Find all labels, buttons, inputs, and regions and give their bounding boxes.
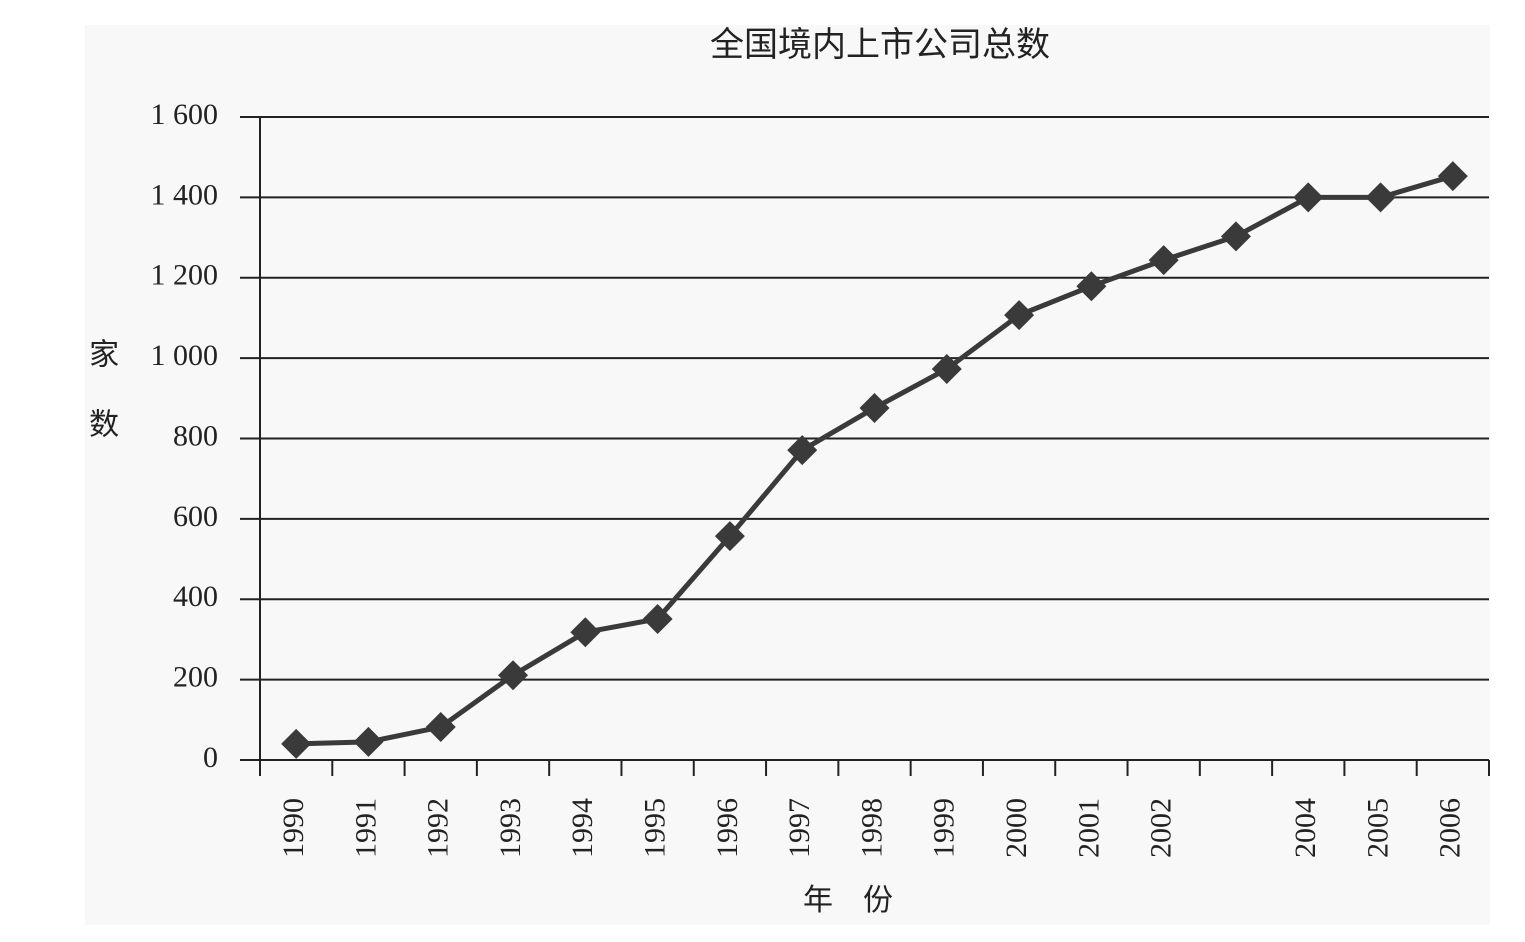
x-tick-label: 1994 [566, 798, 599, 858]
x-tick-label: 1999 [928, 798, 961, 858]
x-tick-label: 1997 [783, 798, 816, 858]
y-tick-label: 400 [173, 580, 218, 613]
y-tick-label: 1 400 [151, 178, 219, 211]
x-tick-label: 1991 [349, 798, 382, 858]
x-tick-label: 2005 [1361, 798, 1394, 858]
marker [931, 353, 962, 384]
marker [425, 712, 456, 743]
y-tick-label: 200 [173, 661, 218, 694]
x-tick-label: 1998 [855, 798, 888, 858]
x-axis-label: 年 份 [803, 884, 893, 917]
marker [498, 660, 529, 691]
y-tick-label: 1 200 [151, 259, 219, 292]
y-tick-label: 600 [173, 500, 218, 533]
marker [787, 435, 818, 466]
marker [1004, 300, 1035, 331]
x-tick-label: 1993 [494, 798, 527, 858]
marker [1148, 245, 1179, 276]
chart-background [85, 25, 1490, 925]
x-tick-label: 2004 [1289, 798, 1322, 858]
x-tick-label: 1990 [277, 798, 310, 858]
x-tick-label: 2006 [1434, 798, 1467, 858]
y-axis-label: 家数 [84, 338, 118, 478]
x-tick-label: 2000 [1000, 798, 1033, 858]
y-tick-label: 1 600 [151, 98, 219, 131]
x-tick-label: 1995 [639, 798, 672, 858]
marker [1437, 161, 1468, 192]
y-tick-label: 1 000 [151, 339, 219, 372]
marker [714, 521, 745, 552]
marker [859, 392, 890, 423]
x-tick-label: 1992 [422, 798, 455, 858]
x-tick-label: 2002 [1145, 798, 1178, 858]
x-tick-label: 1996 [711, 798, 744, 858]
marker [1293, 182, 1324, 213]
marker [353, 726, 384, 757]
marker [642, 603, 673, 634]
marker [570, 617, 601, 648]
y-tick-label: 800 [173, 419, 218, 452]
y-tick-label: 0 [203, 741, 218, 774]
marker [1365, 182, 1396, 213]
marker [281, 728, 312, 759]
marker [1220, 221, 1251, 252]
marker [1076, 271, 1107, 302]
x-tick-label: 2001 [1072, 798, 1105, 858]
chart-title: 全国境内上市公司总数 [710, 26, 1050, 64]
